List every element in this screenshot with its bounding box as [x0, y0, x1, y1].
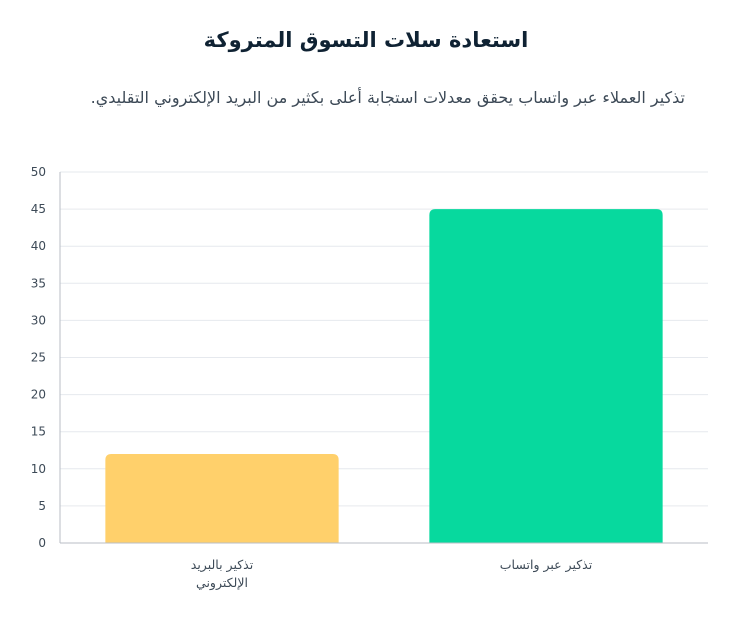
y-tick-label: 50 — [31, 165, 46, 179]
y-tick-label: 15 — [31, 425, 46, 439]
y-tick-label: 10 — [31, 462, 46, 476]
y-tick-label: 35 — [31, 276, 46, 290]
y-tick-label: 45 — [31, 202, 46, 216]
bar — [105, 453, 339, 543]
y-tick-label: 0 — [38, 536, 46, 550]
y-tick-label: 30 — [31, 313, 46, 327]
x-category-label: الإلكتروني — [196, 575, 248, 591]
y-tick-label: 5 — [38, 499, 46, 513]
x-category-label: تذكير عبر واتساب — [500, 557, 593, 573]
y-tick-label: 25 — [31, 351, 46, 365]
chart-subtitle: تذكير العملاء عبر واتساب يحقق معدلات است… — [90, 88, 685, 107]
y-tick-label: 20 — [31, 388, 46, 402]
bar — [429, 209, 663, 543]
page-title: استعادة سلات التسوق المتروكة — [203, 28, 529, 52]
y-tick-label: 40 — [31, 239, 46, 253]
x-category-label: تذكير بالبريد — [191, 557, 254, 573]
